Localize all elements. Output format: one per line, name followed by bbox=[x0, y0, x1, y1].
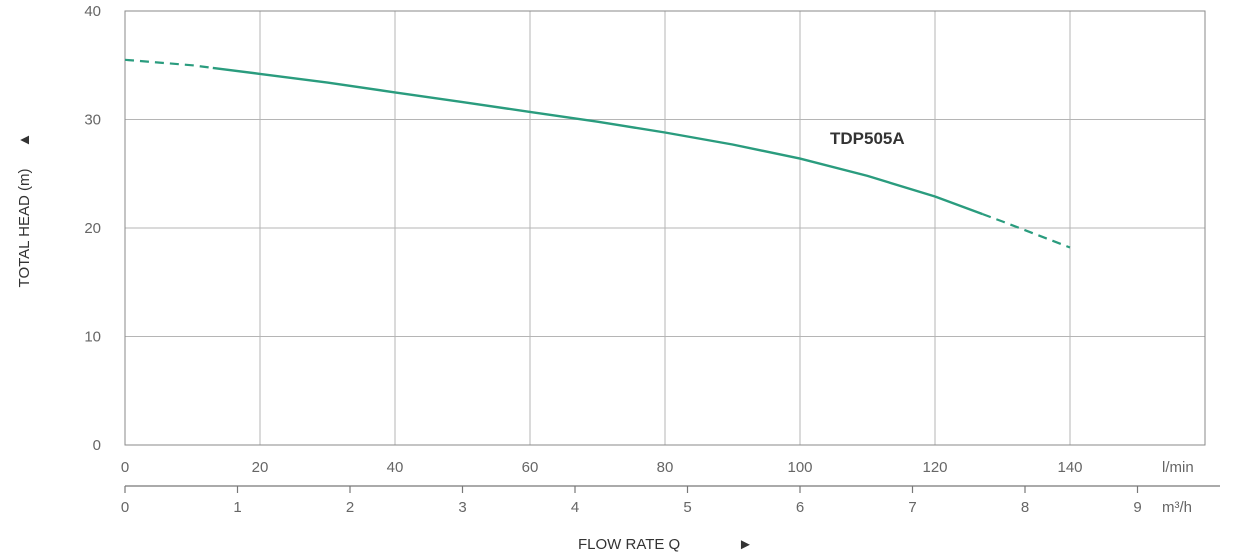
x-primary-unit: l/min bbox=[1162, 459, 1194, 476]
x-primary-tick-label: 60 bbox=[522, 459, 539, 476]
x-axis-title: FLOW RATE Q bbox=[578, 536, 680, 553]
x-secondary-tick-label: 8 bbox=[1021, 499, 1029, 516]
series-layer bbox=[124, 58, 1071, 249]
plot-frame bbox=[124, 10, 1206, 446]
y-tick-label: 10 bbox=[84, 329, 101, 346]
x-primary-tick-label: 100 bbox=[787, 459, 812, 476]
x-primary-tick-label: 40 bbox=[387, 459, 404, 476]
x-secondary-tick-label: 1 bbox=[233, 499, 241, 516]
y-tick-label: 0 bbox=[93, 437, 101, 454]
y-tick-label: 30 bbox=[84, 112, 101, 129]
x-secondary-tick-label: 7 bbox=[908, 499, 916, 516]
y-tick-labels: 0 10 20 30 40 bbox=[84, 3, 101, 454]
y-tick-label: 40 bbox=[84, 3, 101, 20]
x-primary-tick-label: 120 bbox=[922, 459, 947, 476]
x-secondary-tick-label: 3 bbox=[458, 499, 466, 516]
y-axis-title: TOTAL HEAD (m) bbox=[16, 169, 33, 288]
y-tick-label: 20 bbox=[84, 220, 101, 237]
x-secondary-tick-label: 5 bbox=[683, 499, 691, 516]
x-secondary-tick-label: 6 bbox=[796, 499, 804, 516]
x-primary-tick-label: 140 bbox=[1057, 459, 1082, 476]
x-primary-tick-label: 20 bbox=[252, 459, 269, 476]
series-curve-dashed-end bbox=[981, 212, 1071, 249]
x-secondary-tick-label: 4 bbox=[571, 499, 579, 516]
x-secondary-tick-label: 0 bbox=[121, 499, 129, 516]
x-primary-tick-labels: 0 20 40 60 80 100 120 140 bbox=[121, 459, 1083, 476]
x-secondary-axis: 0 1 2 3 4 5 6 7 8 9 bbox=[121, 485, 1220, 516]
x-secondary-tick-label: 2 bbox=[346, 499, 354, 516]
x-primary-tick-label: 0 bbox=[121, 459, 129, 476]
grid-layer bbox=[125, 11, 1205, 445]
series-curve-dashed-start bbox=[124, 58, 213, 69]
x-axis-arrow-icon: ► bbox=[738, 536, 753, 553]
y-axis-arrow-icon: ▲ bbox=[16, 133, 33, 148]
x-secondary-tick-label: 9 bbox=[1133, 499, 1141, 516]
x-primary-tick-label: 80 bbox=[657, 459, 674, 476]
x-secondary-unit: m³/h bbox=[1162, 499, 1192, 516]
series-curve-solid bbox=[212, 66, 983, 216]
series-label-tdp505a: TDP505A bbox=[830, 129, 905, 148]
